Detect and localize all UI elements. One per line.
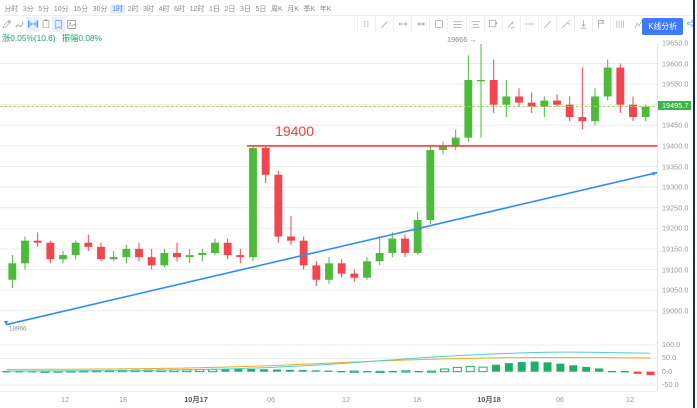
svg-text:18966: 18966 — [9, 326, 27, 332]
svg-text:19400: 19400 — [275, 123, 314, 139]
